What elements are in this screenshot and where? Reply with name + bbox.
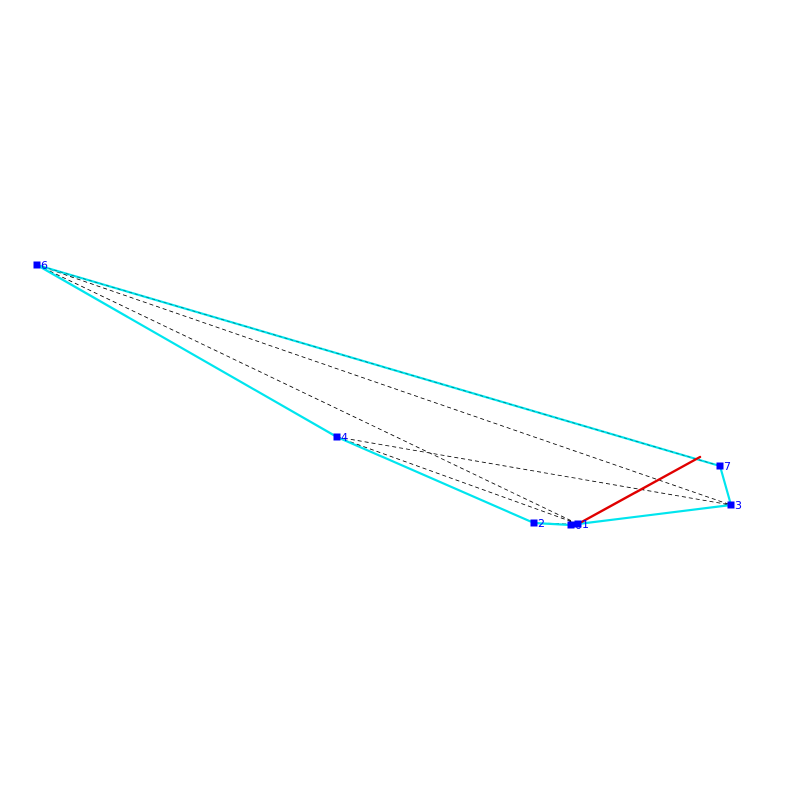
node-2[interactable]: 2 [530,517,546,530]
hull-edge-4-2 [335,435,536,525]
node-marker-4 [333,433,341,441]
hull-edges-layer [35,263,733,527]
node-label-3: 3 [735,499,742,512]
highlight-edge-layer [576,455,702,526]
node-marker-2 [530,519,538,527]
dashed-edge-6-7 [36,264,721,467]
node-4[interactable]: 4 [333,431,349,444]
hull-edge-2-0 [532,521,573,527]
node-marker-1 [574,520,582,528]
node-1[interactable]: 1 [574,518,590,531]
node-6[interactable]: 6 [33,259,49,272]
node-7[interactable]: 7 [716,460,732,473]
node-label-2: 2 [538,517,545,530]
highlight-edge-1-7 [576,455,702,526]
node-marker-7 [716,462,724,470]
hull-edge-6-4 [35,263,339,439]
hull-edge-3-7 [718,464,733,507]
node-label-6: 6 [41,259,48,272]
node-3[interactable]: 3 [727,499,743,512]
node-label-4: 4 [341,431,348,444]
dashed-edge-4-1 [336,436,579,525]
dashed-edge-4-3 [336,436,732,506]
node-label-7: 7 [724,460,731,473]
node-marker-3 [727,501,735,509]
hull-edge-1-3 [576,503,733,526]
dashed-edge-6-3 [36,264,732,506]
node-marker-0 [567,521,575,529]
node-marker-6 [33,261,41,269]
nodes-layer: 0123467 [33,259,743,532]
dashed-edges-layer [36,264,732,526]
node-label-1: 1 [582,518,589,531]
dashed-edge-6-1 [36,264,579,525]
